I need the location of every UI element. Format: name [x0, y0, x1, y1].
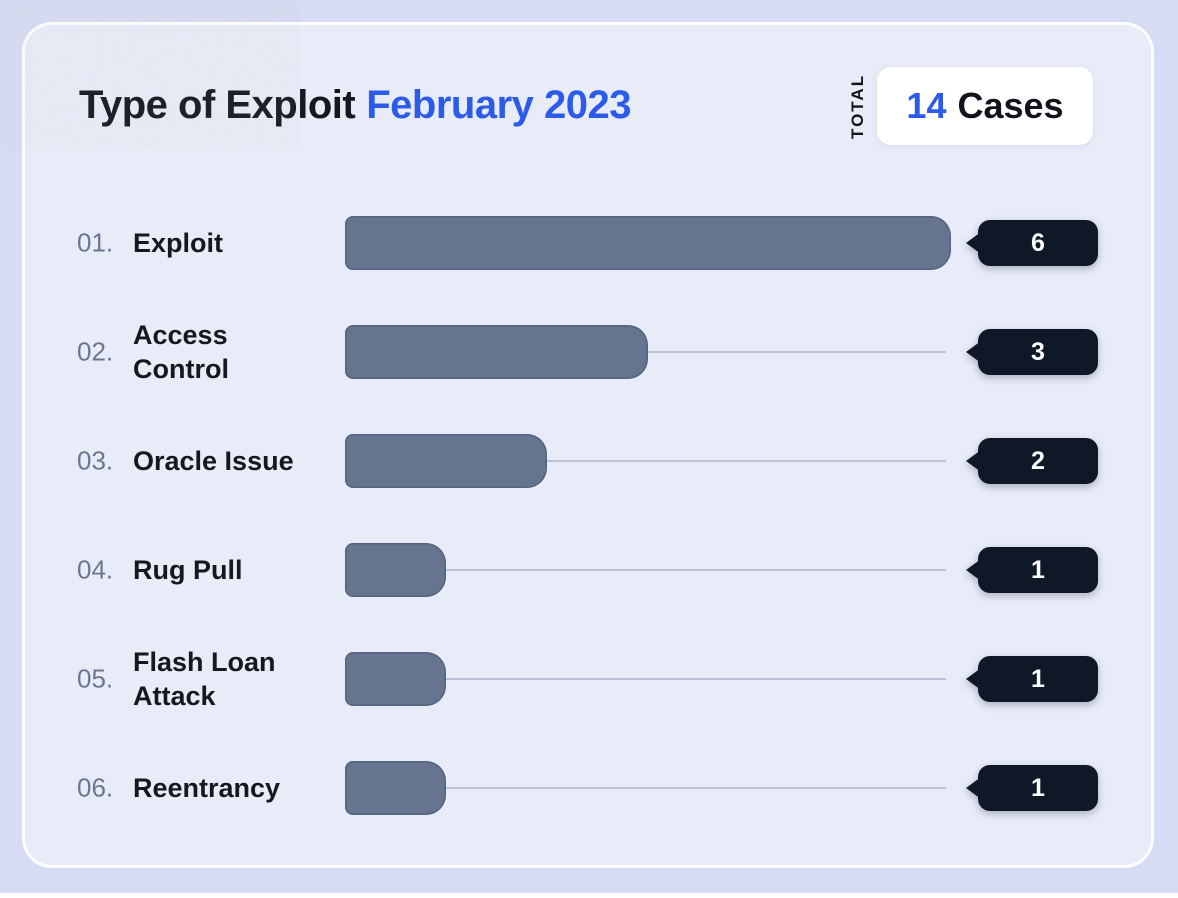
- value-badge: 1: [966, 547, 1098, 593]
- bar: [345, 434, 547, 488]
- badge-arrow-icon: [966, 341, 981, 363]
- row-label: Flash Loan Attack: [133, 646, 276, 711]
- badge-value: 1: [978, 765, 1098, 811]
- total-cases-box: 14 Cases: [877, 67, 1093, 145]
- chart-row: 02. Access Control 3: [25, 320, 1151, 384]
- title-accent: February 2023: [366, 83, 631, 127]
- track-line: [345, 678, 946, 680]
- bar: [345, 652, 446, 706]
- chart-row: 06. Reentrancy 1: [25, 761, 1151, 815]
- row-index: 02.: [77, 336, 114, 367]
- badge-value: 6: [978, 220, 1098, 266]
- track-line: [345, 460, 946, 462]
- bar: [345, 543, 446, 597]
- bar: [345, 216, 951, 270]
- badge-value: 3: [978, 329, 1098, 375]
- chart-row: 01. Exploit 6: [25, 216, 1151, 270]
- track-line: [345, 787, 946, 789]
- chart-row: 03. Oracle Issue 2: [25, 434, 1151, 488]
- bar: [345, 325, 648, 379]
- value-badge: 3: [966, 329, 1098, 375]
- bottom-edge-strip: [0, 893, 1178, 898]
- chart-rows: 01. Exploit 6 02. Access Control 3 03. Oracle Is…: [25, 25, 1151, 865]
- badge-value: 2: [978, 438, 1098, 484]
- total-badge: TOTAL 14 Cases: [848, 67, 1093, 145]
- chart-row: 05. Flash Loan Attack 1: [25, 647, 1151, 711]
- row-index: 05.: [77, 663, 114, 694]
- badge-value: 1: [978, 656, 1098, 702]
- row-label: Oracle Issue: [133, 445, 294, 476]
- badge-arrow-icon: [966, 232, 981, 254]
- row-index: 04.: [77, 554, 114, 585]
- value-badge: 6: [966, 220, 1098, 266]
- total-value: 14: [906, 85, 947, 126]
- row-index: 01.: [77, 227, 114, 258]
- badge-arrow-icon: [966, 559, 981, 581]
- row-index: 03.: [77, 445, 114, 476]
- chart-card: Type of Exploit February 2023 TOTAL 14 Ca…: [22, 22, 1154, 868]
- row-label: Reentrancy: [133, 772, 281, 803]
- track-line: [345, 569, 946, 571]
- value-badge: 1: [966, 765, 1098, 811]
- badge-arrow-icon: [966, 450, 981, 472]
- badge-arrow-icon: [966, 777, 981, 799]
- total-unit: Cases: [957, 85, 1064, 126]
- badge-value: 1: [978, 547, 1098, 593]
- row-label: Rug Pull: [133, 554, 243, 585]
- value-badge: 2: [966, 438, 1098, 484]
- badge-arrow-icon: [966, 668, 981, 690]
- value-badge: 1: [966, 656, 1098, 702]
- chart-row: 04. Rug Pull 1: [25, 543, 1151, 597]
- row-label: Exploit: [133, 227, 224, 258]
- bar: [345, 761, 446, 815]
- row-index: 06.: [77, 772, 114, 803]
- row-label: Access Control: [133, 319, 229, 384]
